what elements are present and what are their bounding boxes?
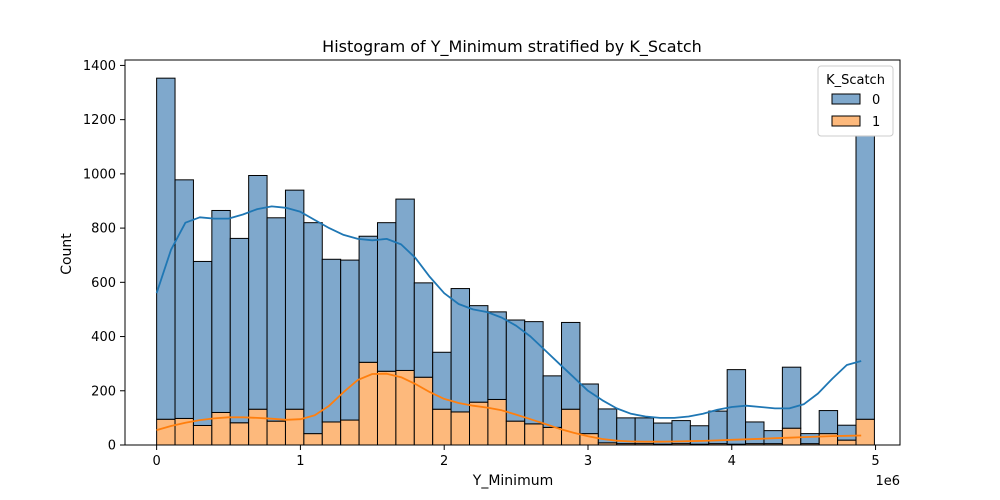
y-tick-label: 400 <box>91 330 116 345</box>
bar-k0-18 <box>487 311 507 400</box>
bar-k0-19 <box>505 319 526 422</box>
y-tick-label: 1000 <box>83 167 116 182</box>
bar-k1-6 <box>266 420 286 446</box>
bar-k0-13 <box>395 198 415 371</box>
kde-line-k1 <box>156 372 862 443</box>
bar-k0-34 <box>781 366 802 429</box>
legend-swatch-0 <box>831 93 861 105</box>
bar-k0-7 <box>284 189 305 410</box>
bar-k0-25 <box>616 417 636 445</box>
y-tick-label: 200 <box>91 384 116 399</box>
bar-k1-5 <box>248 408 268 446</box>
bar-k0-2 <box>192 260 213 426</box>
bar-k0-26 <box>634 417 655 445</box>
bar-k1-38 <box>855 418 875 446</box>
bar-k0-4 <box>229 237 250 424</box>
bar-k0-36 <box>818 410 839 435</box>
bar-k1-18 <box>487 398 507 446</box>
bar-k0-37 <box>837 424 857 441</box>
y-tick-label: 600 <box>91 276 116 291</box>
bar-k1-10 <box>340 419 360 446</box>
bar-k1-2 <box>192 424 213 446</box>
x-tick-label: 2 <box>440 454 448 469</box>
bar-k0-24 <box>597 408 618 444</box>
x-tick-label: 3 <box>584 454 592 469</box>
bar-k0-22 <box>561 321 581 410</box>
axes-layer <box>124 59 901 446</box>
x-tick-label: 4 <box>728 454 736 469</box>
bars-layer <box>156 77 875 446</box>
bar-k0-17 <box>469 305 489 403</box>
x-axis-offset-label: 1e6 <box>875 474 900 489</box>
plot-frame <box>124 59 901 446</box>
bar-k0-3 <box>211 209 231 413</box>
legend-swatch-1 <box>831 115 861 127</box>
legend-label-0: 0 <box>872 93 880 108</box>
bar-k0-21 <box>542 375 563 428</box>
bar-k1-22 <box>561 408 581 446</box>
bar-k1-17 <box>469 401 489 446</box>
legend-title: K_Scatch <box>826 73 885 88</box>
y-tick-label: 1200 <box>83 113 116 128</box>
x-axis-label: Y_Minimum <box>472 473 553 489</box>
bar-k1-15 <box>432 408 452 446</box>
bar-k0-10 <box>340 259 360 421</box>
bar-k1-20 <box>524 423 544 446</box>
bar-k1-4 <box>229 422 250 446</box>
bar-k0-11 <box>358 235 378 363</box>
y-tick-label: 1400 <box>83 59 116 74</box>
bar-k0-8 <box>303 222 323 435</box>
y-axis-label: Count <box>59 233 75 275</box>
bar-k0-12 <box>376 222 397 372</box>
x-tick-label: 1 <box>296 454 304 469</box>
kde-line-k0 <box>155 205 862 419</box>
bar-k1-9 <box>321 421 342 446</box>
bar-k1-8 <box>303 433 323 446</box>
chart-title: Histogram of Y_Minimum stratified by K_S… <box>322 37 702 57</box>
bar-k1-16 <box>450 411 471 446</box>
y-tick-label: 800 <box>91 222 116 237</box>
bar-k1-0 <box>156 418 176 446</box>
bar-k1-19 <box>505 420 526 446</box>
legend: K_Scatch 0 1 <box>817 65 894 137</box>
bar-k0-38 <box>855 135 875 420</box>
bar-k0-30 <box>708 410 728 445</box>
ticks-layer: 0 1 2 3 4 5 0 200 400 600 800 1000 1200 1400 <box>83 59 880 469</box>
bar-k0-35 <box>800 433 820 445</box>
bar-k0-6 <box>266 217 286 422</box>
bar-k0-32 <box>745 421 765 445</box>
x-tick-label: 5 <box>871 454 879 469</box>
kde-layer <box>155 205 862 443</box>
bar-k1-14 <box>413 376 434 446</box>
bar-k0-20 <box>524 321 544 425</box>
bar-k1-12 <box>376 370 397 446</box>
bar-k0-1 <box>174 179 194 419</box>
bar-k1-21 <box>542 426 563 446</box>
bar-k1-37 <box>837 439 857 446</box>
bar-k0-28 <box>671 420 691 445</box>
bar-k0-14 <box>413 282 434 378</box>
bar-k1-7 <box>284 408 305 446</box>
y-tick-label: 0 <box>108 439 116 454</box>
x-tick-label: 0 <box>152 454 160 469</box>
legend-label-1: 1 <box>872 115 880 130</box>
